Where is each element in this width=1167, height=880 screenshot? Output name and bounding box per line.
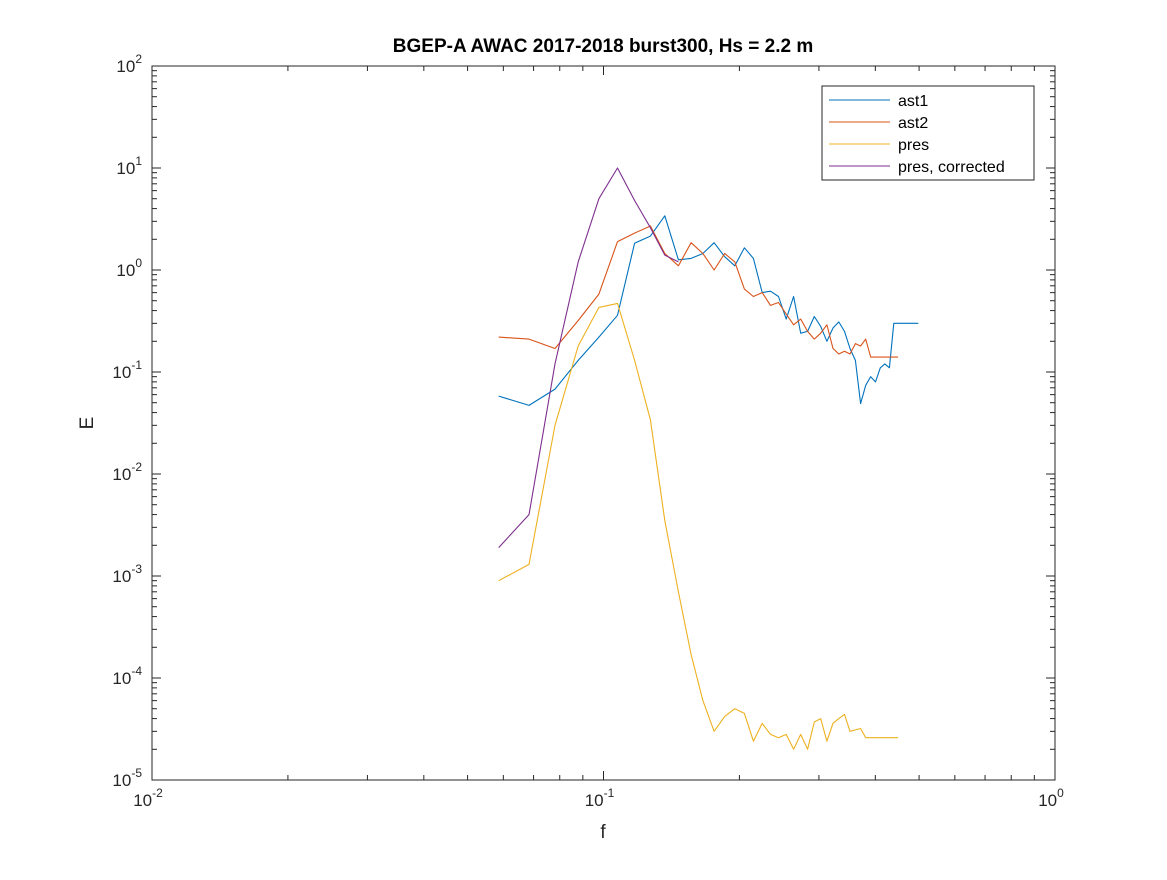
y-tick-label: 101: [116, 154, 142, 178]
y-tick-label: 10-3: [112, 562, 142, 586]
x-tick-label: 100: [1038, 786, 1064, 810]
y-tick-label: 10-2: [112, 460, 142, 484]
legend-entry-label: ast1: [898, 93, 928, 110]
legend-entry-label: pres, corrected: [898, 159, 1005, 176]
chart-title: BGEP-A AWAC 2017-2018 burst300, Hs = 2.2…: [393, 36, 813, 57]
legend-entry-label: ast2: [898, 115, 928, 132]
plot-background: [152, 66, 1055, 780]
y-axis-label: E: [77, 417, 98, 430]
x-axis-label: f: [600, 822, 606, 843]
series-line-pres-corrected: [498, 167, 679, 548]
axes-layer: 10-2 10-1 100 10-5 10-4 10-3 10-2 10-1 100 101 102: [112, 52, 1064, 810]
y-tick-label: 10-1: [112, 358, 142, 382]
series-line-ast2: [498, 225, 899, 358]
y-tick-label: 10-5: [112, 766, 142, 790]
x-tick-label: 10-1: [585, 786, 615, 810]
plot-frame: [151, 65, 1056, 781]
series-line-ast1: [498, 215, 919, 406]
y-tick-label: 100: [116, 256, 142, 280]
series-layer: [498, 167, 919, 750]
legend-entry-label: pres: [898, 137, 929, 154]
y-tick-label: 10-4: [112, 664, 142, 688]
y-tick-label: 102: [116, 52, 142, 76]
legend-box: [821, 85, 1035, 181]
legend: ast1 ast2 pres pres, corrected: [821, 85, 1035, 181]
x-tick-label: 10-2: [133, 786, 163, 810]
series-line-pres: [498, 302, 899, 750]
